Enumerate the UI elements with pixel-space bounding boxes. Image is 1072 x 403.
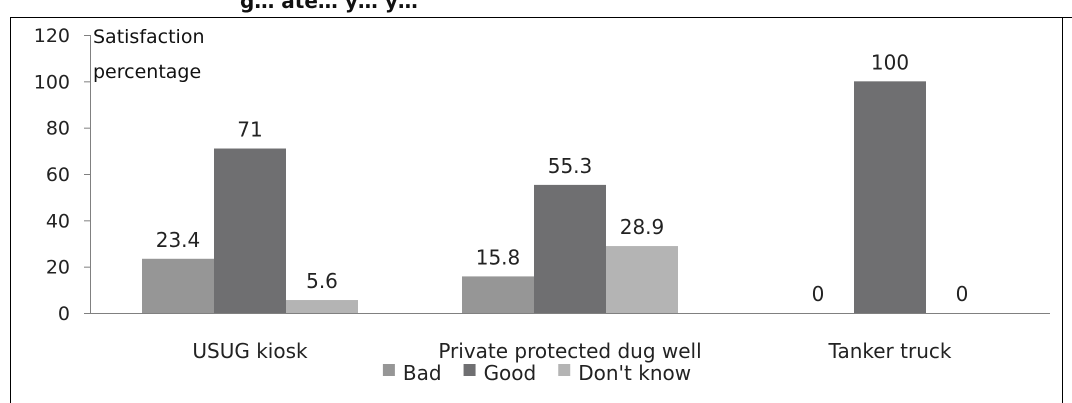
- bar-value-label: 55.3: [548, 154, 593, 178]
- legend-label: Don't know: [578, 361, 691, 385]
- bar: [854, 81, 926, 313]
- y-tick-label: 20: [46, 257, 70, 279]
- legend-swatch: [463, 364, 476, 376]
- legend-swatch: [558, 364, 571, 376]
- bar: [534, 184, 606, 313]
- bar-value-label: 0: [812, 282, 825, 306]
- bar-value-label: 23.4: [156, 228, 201, 252]
- y-tick-label: 100: [34, 71, 70, 93]
- legend-item: Don't know: [558, 361, 691, 385]
- legend-item: Bad: [382, 361, 442, 385]
- bar-value-label: 28.9: [620, 215, 665, 239]
- legend-label: Bad: [403, 361, 442, 385]
- y-tick-label: 60: [46, 164, 70, 186]
- y-axis-label-line-1: Satisfaction: [93, 26, 205, 48]
- bar: [214, 148, 286, 313]
- bars: [142, 81, 926, 313]
- bar: [462, 276, 534, 313]
- axes: 0 20 40 60 80 100 120 USUG kiosk Private protect…: [34, 25, 1050, 363]
- legend-item: Good: [463, 361, 537, 385]
- category-label: Private protected dug well: [438, 339, 701, 363]
- category-label: USUG kiosk: [192, 339, 308, 363]
- bar: [286, 300, 358, 313]
- legend-label: Good: [484, 361, 537, 385]
- y-tick-label: 40: [46, 210, 70, 232]
- y-tick-label: 0: [58, 303, 70, 325]
- bar-value-label: 71: [237, 118, 262, 142]
- y-tick-label: 120: [34, 25, 70, 47]
- bar-value-label: 100: [871, 50, 909, 74]
- legend: Bad Good Don't know: [382, 361, 691, 385]
- bar-value-label: 0: [956, 282, 969, 306]
- category-label: Tanker truck: [828, 339, 952, 363]
- bar-value-label: 15.8: [476, 245, 521, 269]
- bar: [142, 258, 214, 313]
- data-labels: 23.4 71 5.6 15.8 55.3 28.9 0 100 0: [156, 50, 969, 306]
- bar-value-label: 5.6: [306, 269, 338, 293]
- chart-title: g… ate… y… y…: [240, 0, 418, 13]
- y-tick-label: 80: [46, 118, 70, 140]
- legend-swatch: [382, 364, 395, 376]
- bar: [606, 246, 678, 313]
- y-axis-label-line-2: percentage: [93, 61, 201, 83]
